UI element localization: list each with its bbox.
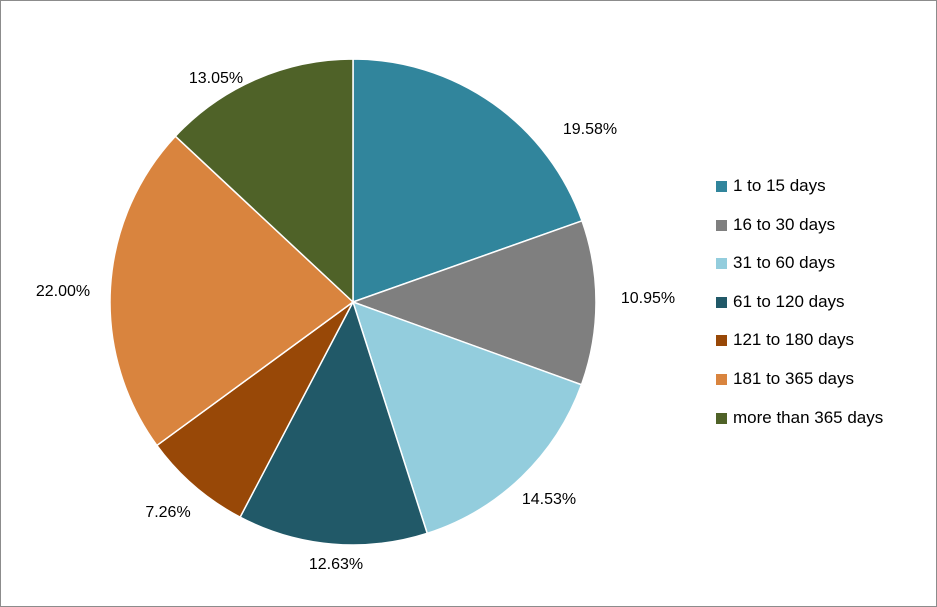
pie-slice-1-to-15-days xyxy=(352,58,583,304)
data-label: 19.58% xyxy=(563,121,617,138)
pie-slice-31-to-60-days xyxy=(351,300,583,535)
legend-item: 1 to 15 days xyxy=(716,174,926,213)
legend-label: more than 365 days xyxy=(733,407,884,427)
data-label: 10.95% xyxy=(621,290,675,307)
data-label: 12.63% xyxy=(309,556,363,573)
legend: 1 to 15 days 16 to 30 days 31 to 60 days 61… xyxy=(716,174,926,444)
data-label: 13.05% xyxy=(189,70,243,87)
legend-label: 1 to 15 days xyxy=(733,176,826,195)
pie-slice-181-to-365-days xyxy=(109,135,355,447)
data-label: 7.26% xyxy=(145,504,190,521)
data-label: 14.53% xyxy=(522,491,576,508)
legend-swatch xyxy=(716,258,727,270)
legend-label: 61 to 120 days xyxy=(733,291,845,311)
legend-label: 121 to 180 days xyxy=(733,330,854,350)
pie-slice-more-than-365-days xyxy=(174,58,354,304)
pie-slices xyxy=(109,58,597,546)
legend-item: 16 to 30 days xyxy=(716,213,926,252)
pie-slice-61-to-120-days xyxy=(239,300,429,546)
legend-item: 121 to 180 days xyxy=(716,328,926,367)
legend-swatch xyxy=(716,296,727,308)
pie-slice-16-to-30-days xyxy=(350,219,597,386)
legend-item: 61 to 120 days xyxy=(716,290,926,329)
legend-item: more than 365 days xyxy=(716,406,926,445)
legend-item: 31 to 60 days xyxy=(716,251,926,290)
legend-swatch xyxy=(716,412,727,424)
legend-swatch xyxy=(716,219,727,231)
legend-label: 31 to 60 days xyxy=(733,253,836,273)
legend-swatch xyxy=(716,181,727,192)
legend-swatch xyxy=(716,335,727,347)
legend-item: 181 to 365 days xyxy=(716,367,926,406)
pie-slice-121-to-180-days xyxy=(155,301,354,519)
data-label: 22.00% xyxy=(36,283,90,300)
legend-label: 16 to 30 days xyxy=(733,214,836,234)
pie-data-labels: 19.58% 10.95% 14.53% 12.63% 7.26% 22.00% 13.05… xyxy=(36,70,675,573)
legend-label: 181 to 365 days xyxy=(733,368,854,388)
legend-swatch xyxy=(716,373,727,385)
